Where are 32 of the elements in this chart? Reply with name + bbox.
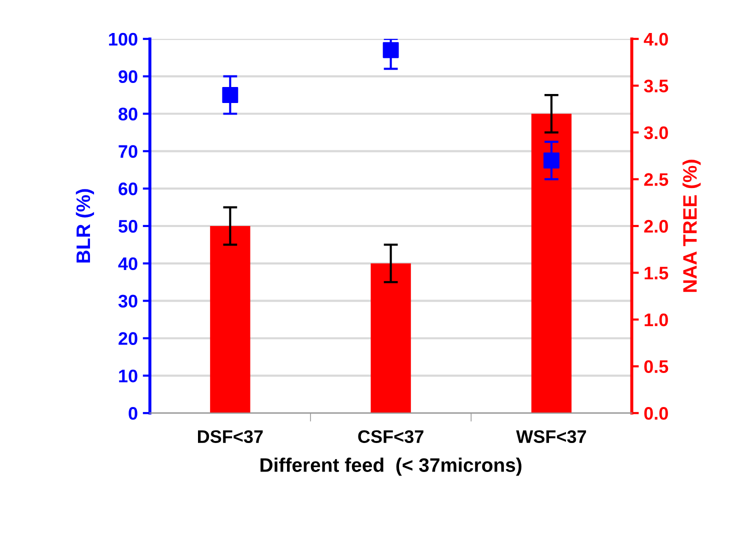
y2-tick-label: 1.0 xyxy=(644,313,668,326)
y-tick-label: 50 xyxy=(118,220,138,233)
y2-tick-label: 3.5 xyxy=(644,80,668,92)
y2-tick-label: 3.0 xyxy=(644,126,668,140)
y2-tick-label: 2.0 xyxy=(644,220,668,233)
bar xyxy=(210,226,250,414)
x-tick-label: CSF<37 xyxy=(358,430,424,444)
y-tick-label: 60 xyxy=(118,182,138,196)
bar xyxy=(370,263,411,414)
point xyxy=(222,87,238,104)
x-tick-label: DSF<37 xyxy=(198,430,263,444)
y2-tick-label: 0.5 xyxy=(644,360,668,374)
y2-tick-label: 4.0 xyxy=(644,32,668,46)
y-tick-label: 80 xyxy=(118,108,138,120)
x-axis-title: Different feed (< 37microns) xyxy=(260,458,522,476)
y2-tick-label: 2.5 xyxy=(644,173,668,186)
y-tick-label: 90 xyxy=(118,70,138,84)
y-tick-label: 100 xyxy=(109,32,138,46)
y-tick-label: 0 xyxy=(128,407,138,420)
y-tick-label: 30 xyxy=(118,294,138,308)
y2-axis-title: NAA TREE (%) xyxy=(682,160,701,292)
x-tick-label: WSF<37 xyxy=(516,430,586,444)
y2-tick-label: 1.5 xyxy=(644,266,668,280)
y-tick-label: 70 xyxy=(118,145,138,158)
y-tick-label: 10 xyxy=(119,370,138,382)
bar xyxy=(531,114,572,414)
point xyxy=(382,42,399,58)
y-tick-label: 20 xyxy=(118,332,138,345)
point xyxy=(543,152,560,168)
y2-tick-label: 0.0 xyxy=(644,407,668,420)
y-axis-title: BLR (%) xyxy=(76,189,94,262)
y-tick-label: 40 xyxy=(118,257,138,270)
